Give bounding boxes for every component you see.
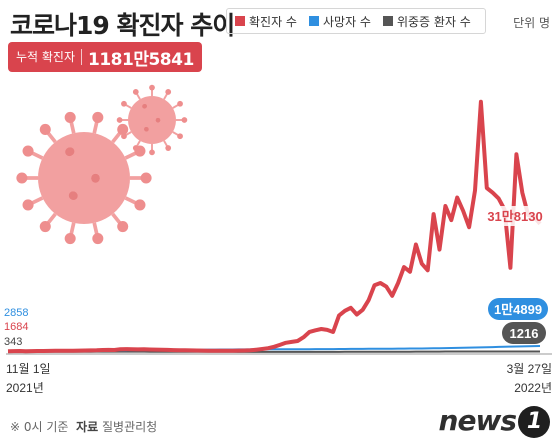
end-label-confirmed-text: 31만8130 [487, 209, 542, 224]
x-start-year-label: 2021년 [6, 381, 44, 395]
legend-swatch-severe [382, 16, 393, 26]
x-end-date-label: 3월 27일 [507, 362, 552, 376]
legend-item-confirmed: 확진자 수 [235, 13, 297, 30]
end-label-severe: 1216 [502, 322, 546, 344]
footer-source-label: 자료 [76, 420, 99, 434]
legend-item-severe: 위중증 환자 수 [382, 13, 471, 30]
footer-source: 질병관리청 [102, 420, 158, 434]
end-label-severe-text: 1216 [510, 326, 539, 341]
legend-label-deaths: 사망자 수 [322, 14, 371, 29]
footer-note: ※ 0시 기준 자료 질병관리청 [10, 418, 157, 435]
legend-swatch-confirmed [235, 16, 245, 26]
footer-basis-note: ※ 0시 기준 [10, 420, 69, 434]
cumulative-total-badge: 누적 확진자 1181만5841 [8, 42, 202, 72]
chart-title: 코로나19 확진자 추이 [10, 11, 235, 40]
start-label-deaths: 2858 [4, 307, 28, 319]
chart-legend: 확진자 수 사망자 수 위중증 환자 수 [226, 8, 486, 34]
start-label-confirmed: 1684 [4, 321, 28, 333]
end-label-deaths-text: 1만4899 [494, 302, 542, 317]
start-label-severe: 343 [4, 336, 22, 348]
end-label-confirmed: 31만8130 [484, 206, 546, 226]
series-line-confirmed [7, 99, 542, 354]
x-start-date-label: 11월 1일 [6, 362, 51, 376]
unit-label: 단위 명 [513, 16, 550, 30]
legend-item-deaths: 사망자 수 [308, 13, 371, 30]
cumulative-total-label: 누적 확진자 [8, 49, 83, 65]
legend-label-confirmed: 확진자 수 [249, 14, 297, 29]
end-label-deaths: 1만4899 [488, 298, 548, 320]
virus-illustration-small-icon [116, 84, 188, 156]
legend-swatch-deaths [308, 16, 319, 26]
news1-logo: news 1 [439, 404, 550, 438]
cumulative-total-value: 1181만5841 [88, 49, 194, 70]
virus-illustration-large-icon [16, 111, 152, 245]
x-end-year-label: 2022년 [514, 381, 552, 395]
legend-label-severe: 위중증 환자 수 [396, 14, 471, 29]
